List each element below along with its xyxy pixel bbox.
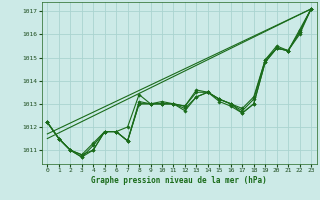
X-axis label: Graphe pression niveau de la mer (hPa): Graphe pression niveau de la mer (hPa) xyxy=(91,176,267,185)
